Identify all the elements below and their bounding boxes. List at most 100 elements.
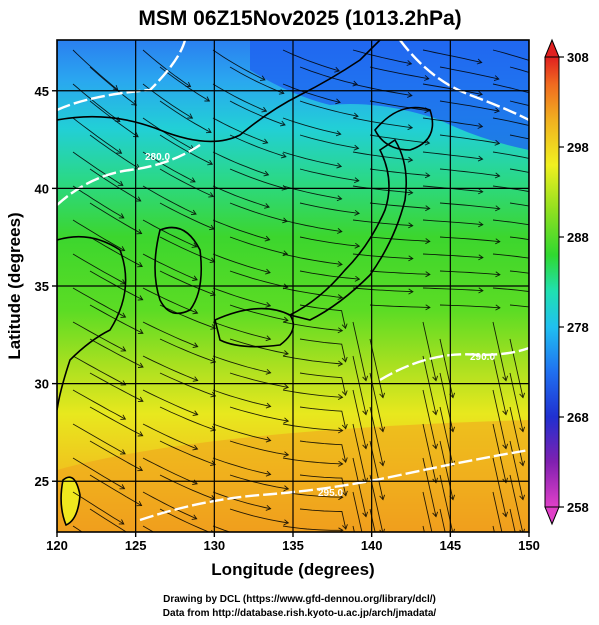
streamline — [422, 117, 483, 128]
streamline-arrow — [353, 112, 359, 119]
streamline — [509, 202, 529, 207]
streamline — [212, 253, 271, 274]
credit-data: Data from http://database.rish.kyoto-u.a… — [162, 608, 437, 619]
streamline-arrow — [407, 91, 413, 98]
streamline-arrow — [192, 275, 198, 281]
contour-label-290: 290.0 — [470, 352, 495, 363]
streamline — [142, 117, 195, 151]
streamline-arrow — [133, 132, 139, 138]
streamline — [422, 83, 483, 95]
streamline — [89, 338, 144, 368]
streamline — [142, 457, 198, 485]
streamline-arrow — [432, 375, 439, 382]
streamline — [229, 474, 289, 490]
streamline — [369, 304, 430, 308]
streamline-arrow — [363, 580, 368, 585]
colorbar-tick-label: 278 — [567, 320, 589, 335]
streamline-arrow — [478, 254, 484, 261]
streamline-arrow — [337, 427, 344, 434]
contour-label-295: 295.0 — [318, 488, 343, 499]
colorbar-scale — [544, 56, 560, 508]
streamline — [212, 355, 271, 374]
colorbar-tick-label: 288 — [567, 230, 589, 245]
streamline — [422, 321, 437, 381]
streamline-arrow — [408, 288, 414, 295]
streamline — [352, 389, 367, 449]
streamline-arrow — [119, 484, 126, 490]
streamline-arrow — [137, 396, 144, 403]
streamline-arrow — [283, 485, 290, 492]
streamline — [509, 270, 529, 274]
streamline — [509, 236, 529, 241]
streamline — [509, 66, 529, 73]
streamline — [72, 49, 119, 91]
streamline — [492, 491, 503, 532]
y-tick-label: 25 — [35, 474, 49, 489]
streamline — [492, 457, 507, 517]
streamline-arrow — [120, 449, 126, 455]
streamline — [299, 236, 360, 247]
streamline — [212, 287, 271, 307]
streamline — [492, 253, 529, 259]
streamline-arrow — [207, 159, 214, 166]
streamline — [369, 134, 430, 144]
streamline — [352, 151, 413, 161]
streamline — [89, 168, 141, 202]
x-tick-label: 125 — [125, 538, 147, 553]
coastline-honshu — [287, 138, 408, 321]
streamline — [422, 151, 483, 160]
streamline-arrow — [562, 81, 567, 86]
y-axis-ticks: 25 30 35 40 45 — [35, 84, 57, 489]
streamline-arrow — [342, 524, 348, 530]
streamline-arrow — [502, 477, 509, 484]
streamline-arrow — [204, 96, 211, 102]
streamline-arrow — [493, 75, 500, 82]
streamline-arrow — [354, 209, 360, 216]
streamline — [142, 491, 197, 520]
streamline — [299, 270, 360, 280]
streamline — [142, 355, 198, 381]
streamline-arrow — [191, 550, 196, 555]
streamline-arrow — [354, 177, 360, 184]
streamline-arrow — [494, 139, 501, 146]
streamline-arrow — [424, 75, 430, 81]
streamline-arrow — [266, 540, 271, 545]
colorbar: 258 268 278 288 298 308 — [544, 38, 589, 526]
contour-label-280: 280.0 — [145, 152, 170, 163]
streamline — [159, 270, 216, 296]
streamline-arrow — [563, 113, 568, 118]
streamline-arrow — [477, 123, 484, 129]
streamline — [72, 287, 126, 318]
streamline-arrow — [379, 528, 386, 532]
streamline — [509, 372, 524, 432]
streamline — [492, 525, 495, 532]
streamline-arrow — [341, 356, 348, 363]
streamline — [352, 287, 413, 293]
x-tick-label: 120 — [46, 538, 68, 553]
streamline-arrow — [362, 375, 369, 382]
streamline-arrow — [519, 494, 526, 501]
streamline — [492, 151, 529, 159]
streamline-arrow — [519, 392, 526, 399]
streamline-arrow — [379, 426, 386, 433]
streamline-arrow — [283, 316, 289, 323]
streamline — [72, 457, 125, 490]
streamline-arrow — [192, 376, 199, 382]
streamline-arrow — [120, 346, 127, 352]
streamline-arrow — [494, 172, 501, 179]
streamline-arrow — [362, 511, 369, 518]
streamline-arrow — [336, 195, 343, 202]
streamline — [72, 151, 124, 186]
y-tick-label: 30 — [35, 377, 49, 392]
colorbar-ticks: 258 268 278 288 298 308 — [559, 50, 589, 515]
streamline-arrow — [118, 213, 125, 219]
streamline — [89, 202, 142, 234]
streamline — [509, 508, 516, 532]
streamline — [492, 355, 507, 415]
streamline-arrow — [407, 124, 414, 131]
streamline-arrow — [120, 279, 126, 285]
streamline-arrow — [262, 138, 269, 145]
streamline-arrow — [408, 222, 414, 229]
streamline-arrow — [478, 221, 484, 228]
streamline-arrow — [337, 228, 343, 234]
